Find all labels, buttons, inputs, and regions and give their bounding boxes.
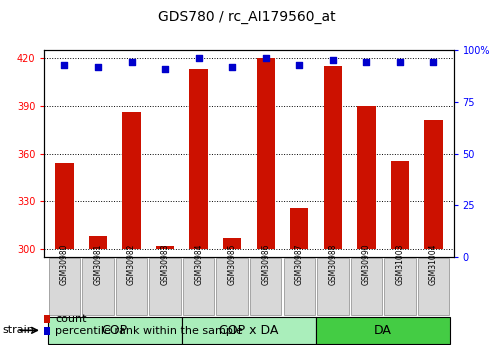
Point	[329, 58, 337, 63]
Point	[94, 64, 102, 69]
Bar	[317, 258, 349, 315]
Bar	[156, 246, 175, 249]
Bar	[283, 258, 315, 315]
Bar	[290, 208, 309, 249]
Bar	[89, 236, 107, 249]
Text: GSM30985: GSM30985	[228, 244, 237, 285]
Text: GDS780 / rc_AI179560_at: GDS780 / rc_AI179560_at	[158, 10, 335, 24]
Text: GSM30983: GSM30983	[161, 244, 170, 285]
Bar	[323, 66, 342, 249]
Bar	[384, 258, 416, 315]
Text: COP x DA: COP x DA	[219, 324, 279, 337]
Point	[396, 60, 404, 65]
Text: DA: DA	[374, 324, 392, 337]
Point	[195, 56, 203, 61]
Text: COP: COP	[102, 324, 128, 337]
Bar	[82, 258, 114, 315]
Bar	[256, 58, 275, 249]
Text: GSM30981: GSM30981	[94, 244, 103, 285]
Point	[362, 60, 370, 65]
Point	[161, 66, 169, 71]
Bar	[49, 258, 80, 315]
Text: count: count	[55, 314, 87, 324]
Bar	[216, 258, 248, 315]
Bar	[182, 317, 316, 344]
Point	[429, 60, 437, 65]
Bar	[418, 258, 449, 315]
Text: GSM31004: GSM31004	[429, 244, 438, 285]
Bar	[183, 258, 214, 315]
Bar	[390, 161, 409, 249]
Bar	[250, 258, 282, 315]
Point	[61, 62, 69, 67]
Text: GSM30987: GSM30987	[295, 244, 304, 285]
Bar	[44, 327, 50, 335]
Text: GSM30986: GSM30986	[261, 244, 270, 285]
Point	[228, 64, 236, 69]
Text: GSM30980: GSM30980	[60, 244, 69, 285]
Bar	[189, 69, 208, 249]
Bar	[424, 120, 443, 249]
Bar	[44, 315, 50, 323]
Text: GSM30982: GSM30982	[127, 244, 136, 285]
Text: percentile rank within the sample: percentile rank within the sample	[55, 326, 243, 336]
Bar	[122, 112, 141, 249]
Point	[128, 60, 136, 65]
Bar	[357, 106, 376, 249]
Bar	[316, 317, 450, 344]
Bar	[55, 163, 74, 249]
Bar	[48, 317, 182, 344]
Point	[262, 56, 270, 61]
Text: GSM30984: GSM30984	[194, 244, 203, 285]
Point	[295, 62, 303, 67]
Bar	[351, 258, 382, 315]
Bar	[223, 238, 242, 249]
Bar	[116, 258, 147, 315]
Bar	[149, 258, 181, 315]
Text: strain: strain	[2, 325, 35, 335]
Text: GSM31003: GSM31003	[395, 244, 404, 285]
Text: GSM30990: GSM30990	[362, 244, 371, 285]
Text: GSM30988: GSM30988	[328, 244, 337, 285]
